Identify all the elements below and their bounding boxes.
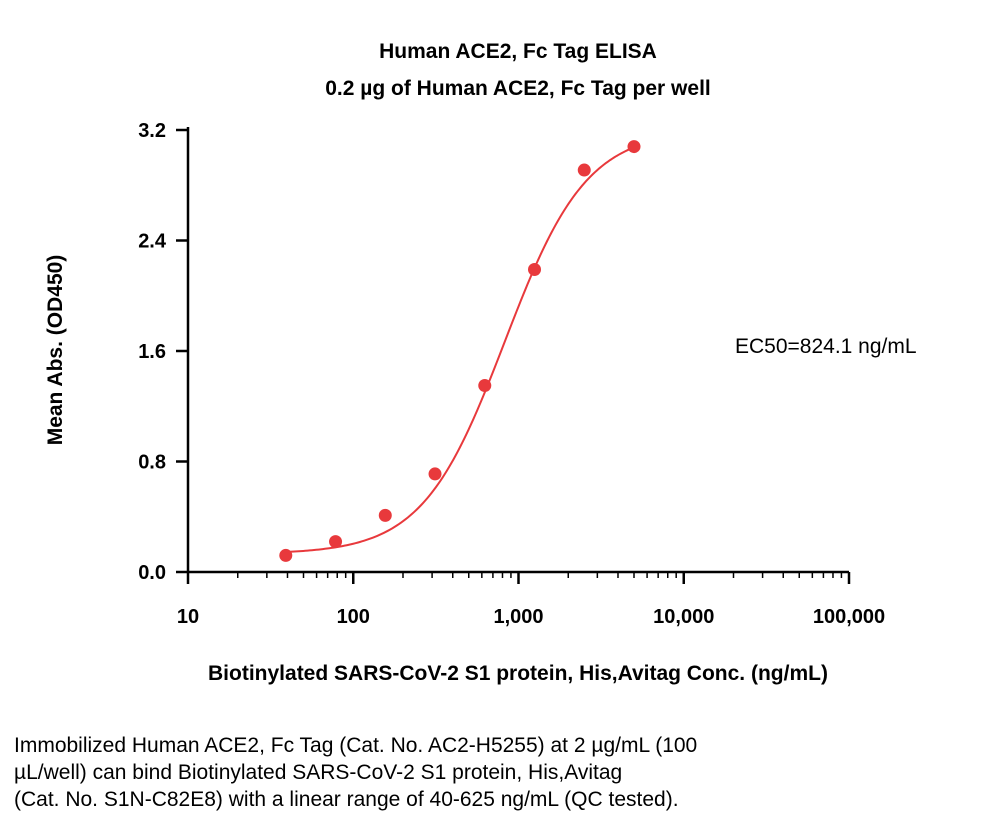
y-tick-label: 1.6 bbox=[138, 341, 166, 363]
y-tick-label: 0.8 bbox=[138, 452, 166, 474]
elisa-chart: Human ACE2, Fc Tag ELISA 0.2 µg of Human… bbox=[44, 40, 917, 685]
x-tick-label: 1,000 bbox=[493, 606, 543, 628]
y-tick-label: 3.2 bbox=[138, 120, 166, 142]
data-point bbox=[478, 379, 492, 393]
x-tick-label: 10,000 bbox=[653, 606, 714, 628]
data-point bbox=[428, 467, 442, 481]
caption-line: (Cat. No. S1N-C82E8) with a linear range… bbox=[14, 788, 679, 811]
x-tick-label: 10 bbox=[177, 606, 199, 628]
data-points bbox=[279, 140, 641, 562]
ticks: 0.0 0.8 1.6 2.4 3.2 10 100 1,000 10,000 100,000 bbox=[138, 120, 885, 628]
caption-line: Immobilized Human ACE2, Fc Tag (Cat. No.… bbox=[14, 734, 698, 757]
y-axis-label: Mean Abs. (OD450) bbox=[44, 255, 67, 446]
data-point bbox=[627, 140, 641, 154]
chart-subtitle: 0.2 µg of Human ACE2, Fc Tag per well bbox=[325, 77, 711, 100]
x-tick-label: 100,000 bbox=[813, 606, 885, 628]
data-point bbox=[528, 263, 542, 277]
ec50-annotation: EC50=824.1 ng/mL bbox=[735, 335, 917, 358]
caption-line: µL/well) can bind Biotinylated SARS-CoV-… bbox=[14, 761, 623, 784]
x-axis-label: Biotinylated SARS-CoV-2 S1 protein, His,… bbox=[208, 662, 828, 685]
y-tick-label: 2.4 bbox=[138, 231, 167, 253]
figure-caption: Immobilized Human ACE2, Fc Tag (Cat. No.… bbox=[14, 732, 974, 813]
data-point bbox=[378, 508, 392, 522]
data-point bbox=[279, 548, 293, 562]
data-point bbox=[577, 163, 591, 177]
chart-title: Human ACE2, Fc Tag ELISA bbox=[379, 40, 657, 63]
data-point bbox=[329, 535, 343, 549]
fit-curve bbox=[285, 146, 635, 554]
fit-curve-layer bbox=[285, 146, 635, 554]
y-tick-label: 0.0 bbox=[138, 562, 166, 584]
x-tick-label: 100 bbox=[337, 606, 370, 628]
